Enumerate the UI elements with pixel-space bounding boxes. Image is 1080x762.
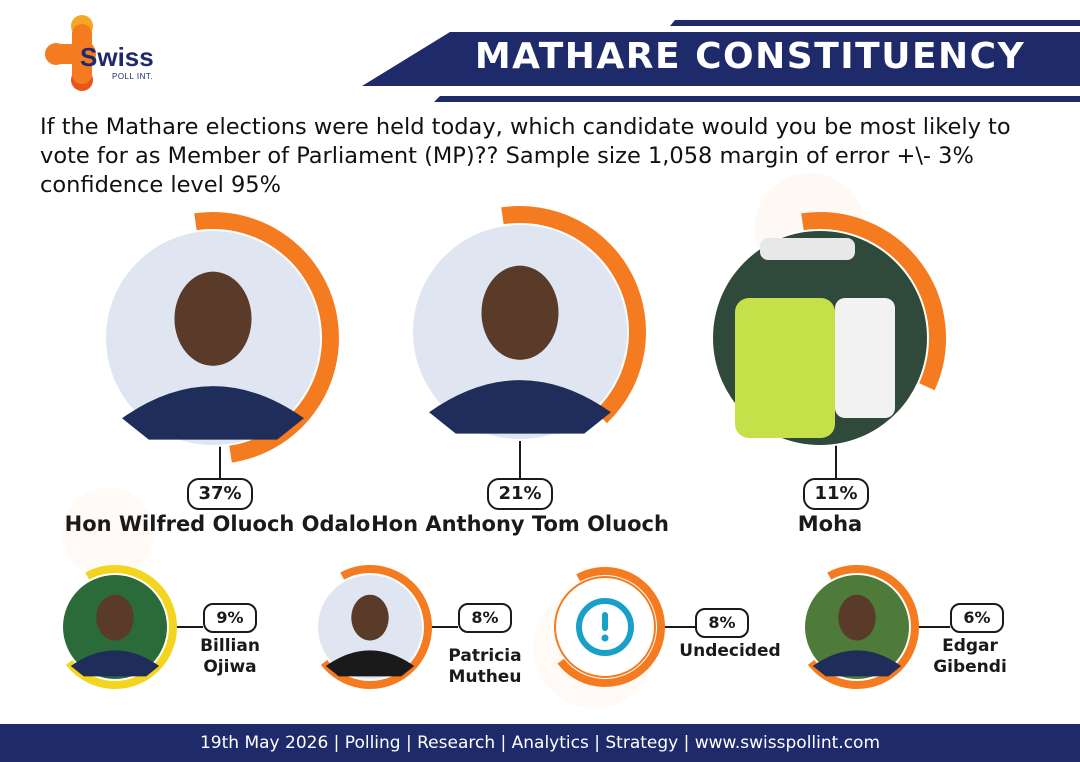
value-ring [807, 565, 919, 689]
exclamation-dot [601, 634, 609, 642]
candidate-6 [553, 567, 695, 687]
value-ring [320, 565, 432, 689]
footer-text: 19th May 2026 | Polling | Research | Ana… [199, 733, 881, 753]
portrait-head [351, 594, 389, 641]
candidate-name-line: Patricia [448, 646, 522, 666]
header-banner [362, 20, 1080, 102]
candidate-name: Edgar Gibendi [920, 636, 1020, 678]
candidate-name-line: Edgar [942, 636, 998, 656]
page-title: MATHARE CONSTITUENCY [474, 36, 1026, 77]
poll-results-chart [61, 206, 950, 689]
candidate-name-line: Billian [200, 636, 260, 656]
poll-question: If the Mathare elections were held today… [40, 114, 1011, 198]
candidate-name-line: Mutheu [448, 667, 522, 687]
candidate-name-line: Moha [797, 512, 863, 536]
candidate-name: Hon Anthony Tom Oluoch [370, 512, 670, 536]
value-label: 11% [803, 478, 869, 510]
value-ring [557, 567, 665, 687]
value-label: 6% [950, 603, 1004, 633]
portrait-body [122, 386, 304, 440]
footer-bar [0, 724, 1080, 762]
candidate-7 [803, 565, 950, 689]
value-label: 21% [487, 478, 553, 510]
value-ring [801, 212, 946, 391]
candidate-1 [104, 212, 339, 478]
candidate-2 [411, 206, 646, 478]
logo-text: Swiss [80, 42, 154, 72]
portrait-head [481, 265, 559, 360]
value-ring [501, 206, 646, 424]
candidate-name: Hon Wilfred Oluoch Odalo [40, 512, 395, 536]
value-label: 8% [695, 608, 749, 638]
value-label: 37% [187, 478, 253, 510]
exclamation-bar [602, 612, 608, 631]
candidate-name: Patricia Mutheu [430, 646, 540, 688]
candidate-name: Undecided [670, 641, 790, 662]
vest-shape [735, 298, 835, 438]
portrait-body [70, 650, 160, 677]
value-label: 9% [203, 603, 257, 633]
candidate-name-line: Hon Wilfred Oluoch Odalo [64, 512, 371, 536]
candidate-name: Billian Ojiwa [180, 636, 280, 678]
value-label: 8% [458, 603, 512, 633]
portrait-body [812, 650, 902, 677]
portrait-head [174, 271, 252, 366]
candidate-name-line: Ojiwa [203, 657, 257, 677]
cap-shape [760, 238, 855, 260]
candidate-name-line: Gibendi [933, 657, 1007, 677]
candidate-name-line: Hon Anthony Tom Oluoch [371, 512, 669, 536]
candidate-4 [61, 565, 203, 689]
sleeve-shape [835, 298, 895, 418]
exclamation-icon [576, 598, 634, 656]
logo-mark-icon [45, 15, 96, 91]
candidate-5 [316, 565, 458, 689]
portrait-head [96, 594, 134, 641]
portrait-body [325, 650, 415, 677]
candidate-3 [711, 212, 946, 478]
portrait-head [838, 594, 876, 641]
portrait-body [429, 380, 611, 434]
candidate-name: Moha [720, 512, 940, 536]
logo-subtitle: POLL INT. [112, 72, 154, 81]
candidate-name-line: Undecided [679, 641, 781, 661]
value-ring [65, 565, 177, 689]
swiss-poll-logo [42, 14, 192, 94]
